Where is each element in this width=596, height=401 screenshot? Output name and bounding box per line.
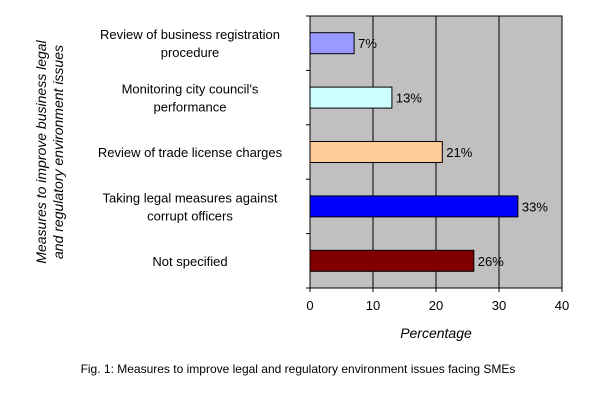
x-tick-label: 40 xyxy=(555,298,569,313)
bar xyxy=(309,32,355,55)
figure-caption: Fig. 1: Measures to improve legal and re… xyxy=(80,362,516,376)
y-axis-title: Measures to improve business legaland re… xyxy=(33,39,66,263)
x-tick-label: 20 xyxy=(429,298,443,313)
category-label: Monitoring city council's performance xyxy=(122,82,259,115)
data-label: 26% xyxy=(478,254,504,269)
bar xyxy=(309,141,443,163)
data-label: 21% xyxy=(446,145,472,160)
bar xyxy=(309,86,393,109)
x-tick-label: 30 xyxy=(492,298,506,313)
category-label: Taking legal measures against corrupt off… xyxy=(103,190,278,223)
category-label: Review of business registration procedure xyxy=(100,27,280,60)
category-label: Review of trade license charges xyxy=(98,145,283,160)
bar xyxy=(309,195,519,218)
x-axis-title: Percentage xyxy=(400,325,472,341)
data-label: 13% xyxy=(396,91,422,106)
data-label: 7% xyxy=(358,36,377,51)
x-tick-label: 0 xyxy=(306,298,313,313)
x-tick-label: 10 xyxy=(366,298,380,313)
bar xyxy=(309,249,475,272)
data-label: 33% xyxy=(522,199,548,214)
category-label: Not specified xyxy=(152,254,227,269)
